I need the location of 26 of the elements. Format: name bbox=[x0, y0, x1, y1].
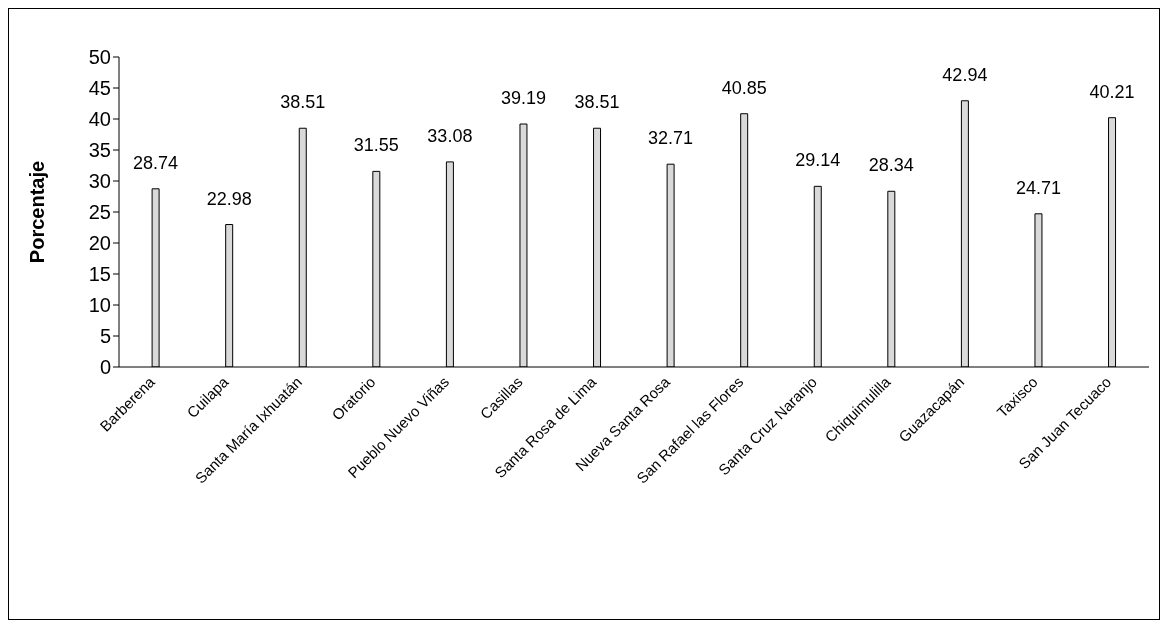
data-label: 42.94 bbox=[942, 64, 988, 85]
data-label: 40.85 bbox=[721, 77, 767, 98]
y-tick-label: 35 bbox=[88, 139, 111, 162]
data-label: 40.21 bbox=[1089, 81, 1135, 102]
y-tick-label: 40 bbox=[88, 108, 111, 131]
y-tick-label: 20 bbox=[88, 232, 111, 255]
y-tick-label: 10 bbox=[88, 294, 111, 317]
y-tick-label: 45 bbox=[88, 77, 111, 100]
data-label: 38.51 bbox=[574, 92, 620, 113]
data-label: 28.74 bbox=[133, 152, 179, 173]
data-label: 39.19 bbox=[500, 88, 546, 109]
y-axis-title: Porcentaje bbox=[26, 160, 49, 264]
data-label: 28.34 bbox=[868, 155, 914, 176]
y-tick-label: 5 bbox=[99, 325, 111, 348]
data-label: 32.71 bbox=[648, 128, 694, 149]
y-tick-label: 0 bbox=[99, 356, 111, 379]
data-label: 22.98 bbox=[206, 188, 252, 209]
data-label: 31.55 bbox=[353, 135, 399, 156]
data-label: 33.08 bbox=[427, 125, 473, 146]
y-tick-label: 50 bbox=[88, 46, 111, 69]
data-label: 38.51 bbox=[280, 92, 326, 113]
data-label: 24.71 bbox=[1015, 177, 1061, 198]
data-label: 29.14 bbox=[795, 150, 841, 171]
y-tick-label: 30 bbox=[88, 170, 111, 193]
y-tick-label: 25 bbox=[88, 201, 111, 224]
y-tick-label: 15 bbox=[88, 263, 111, 286]
